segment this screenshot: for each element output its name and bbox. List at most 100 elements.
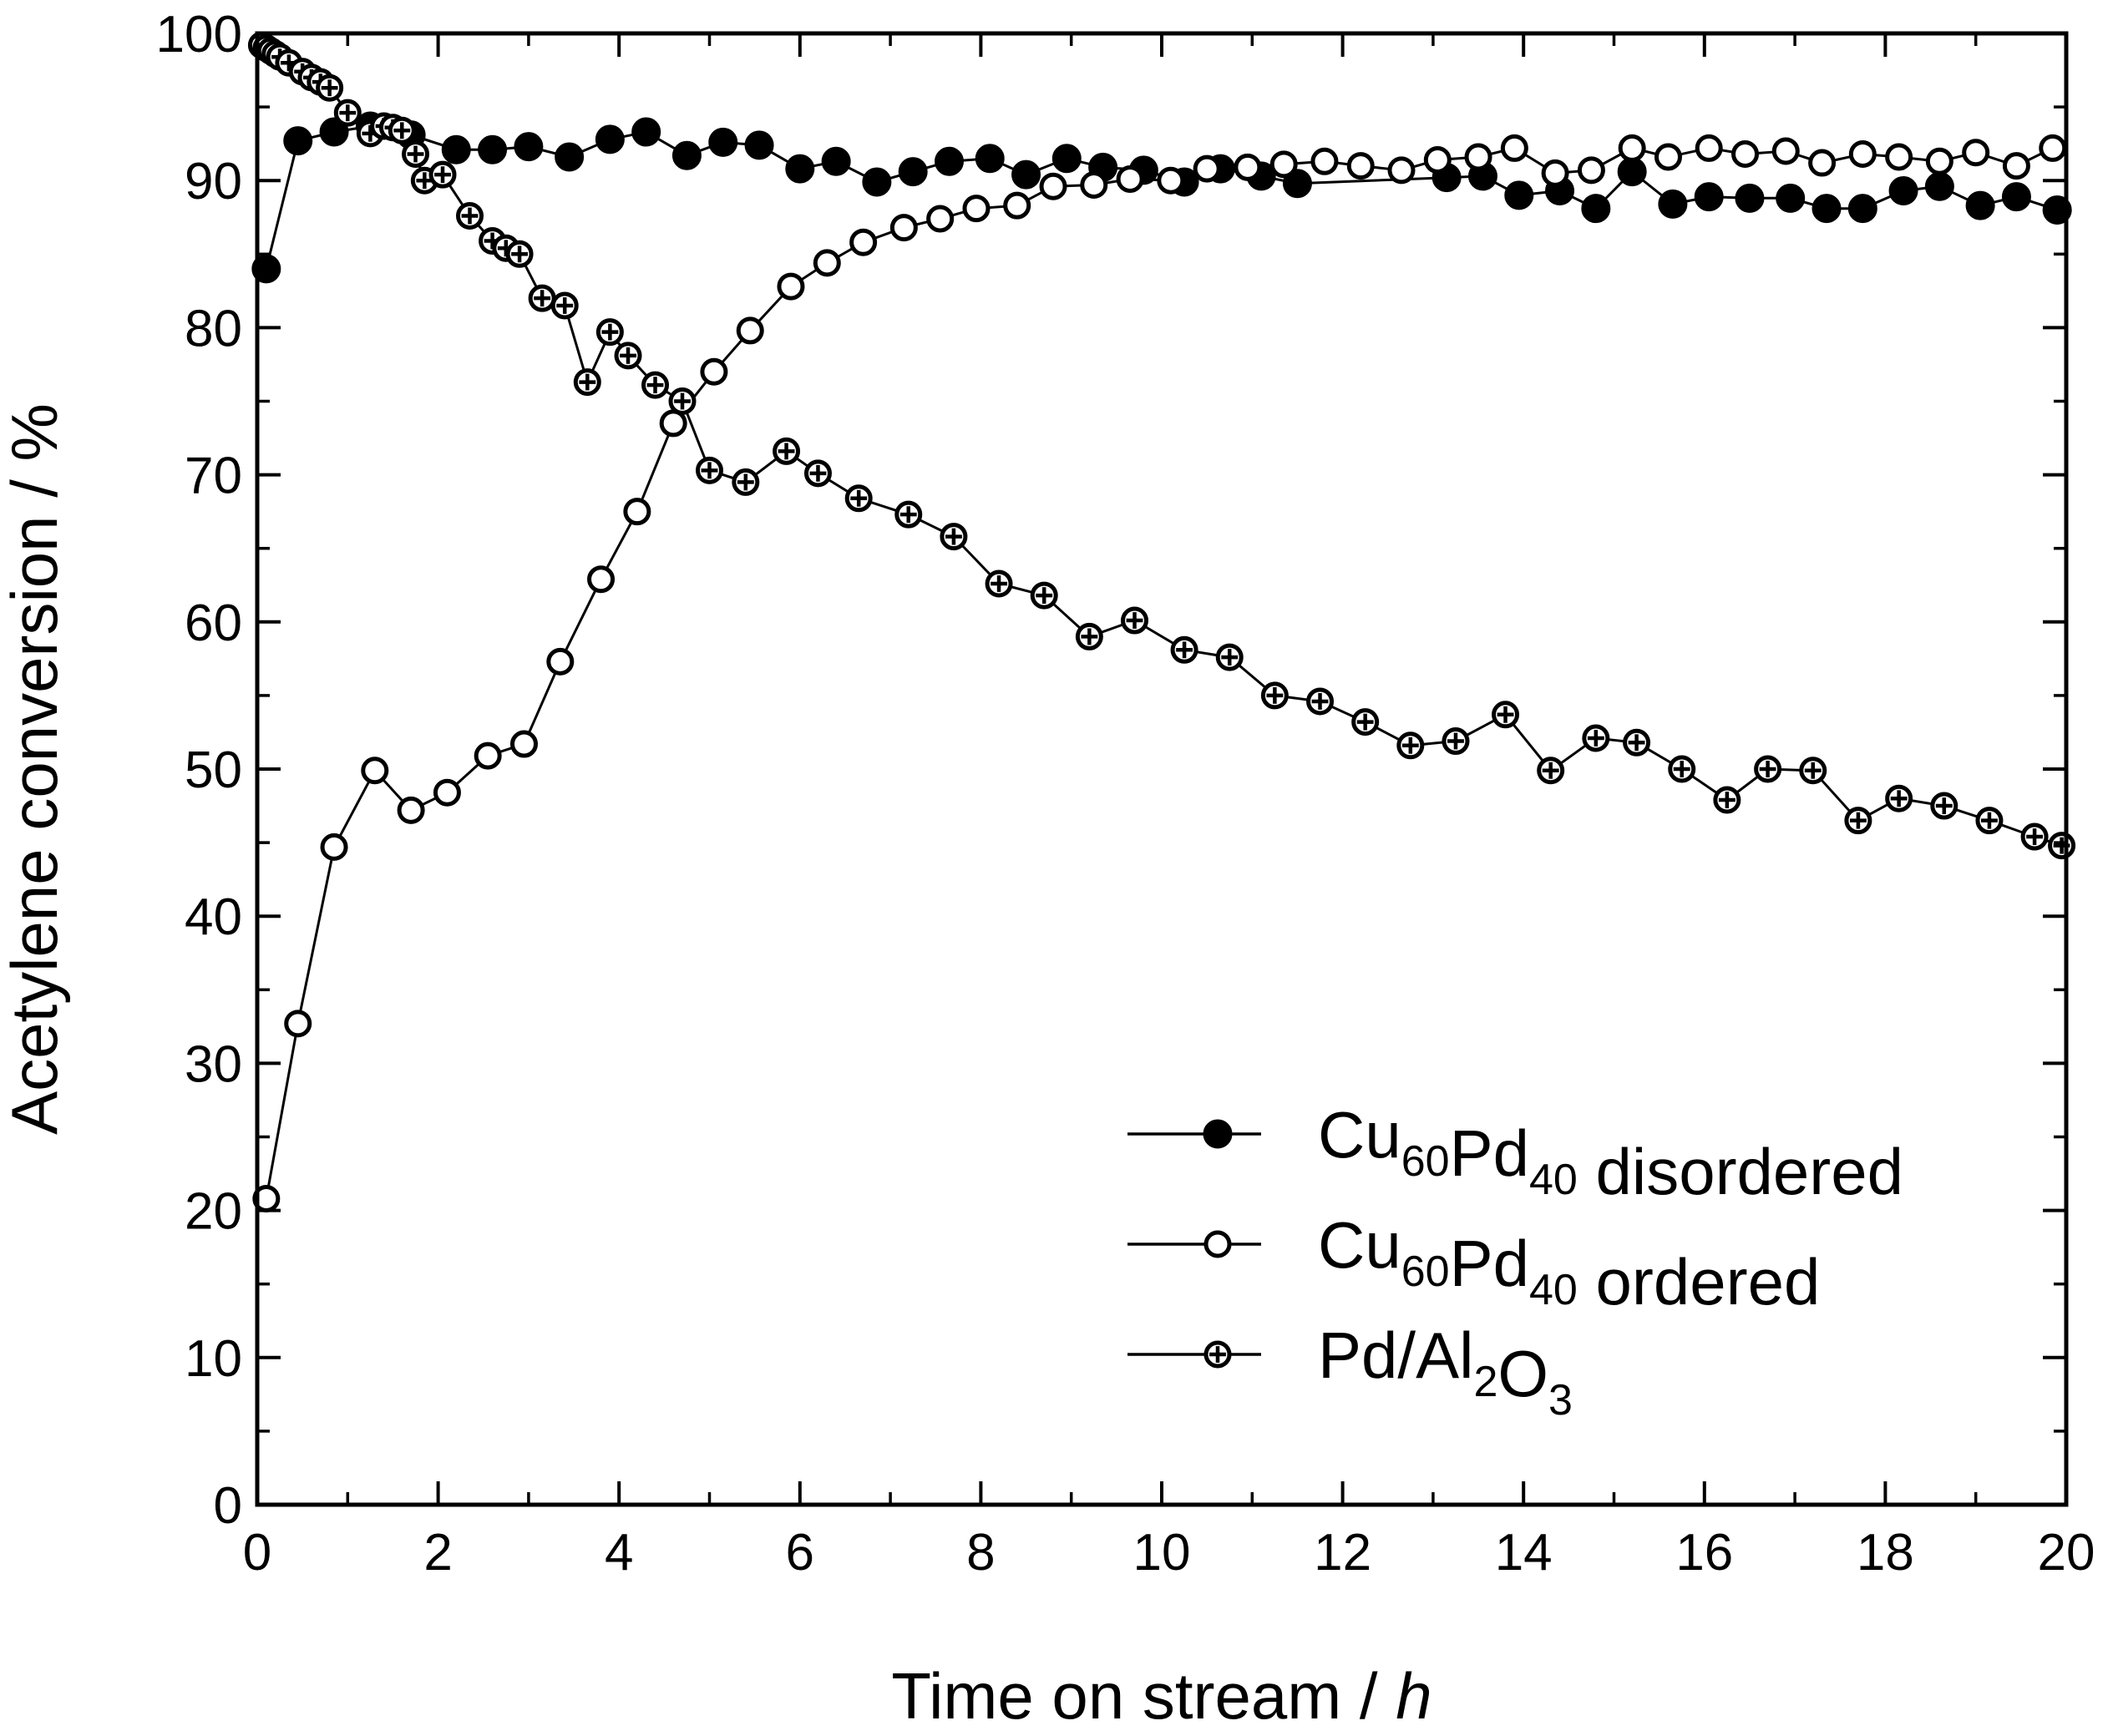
x-tick-label: 8 xyxy=(966,1524,995,1582)
legend-subscript: 40 xyxy=(1529,1156,1578,1204)
data-point xyxy=(803,459,832,488)
legend-text: disordered xyxy=(1578,1135,1903,1208)
data-point xyxy=(1731,139,1760,168)
data-point xyxy=(397,796,425,824)
legend-label: Cu60Pd40 disordered xyxy=(1318,1098,1903,1208)
data-point xyxy=(1387,156,1416,185)
data-point xyxy=(1039,172,1067,200)
data-point xyxy=(1577,156,1605,185)
data-point xyxy=(1500,134,1528,162)
legend-item-ordered: Cu60Pd40 ordered xyxy=(1127,1208,1820,1318)
data-point xyxy=(1121,606,1149,635)
data-point xyxy=(1754,755,1782,783)
legend-text: Pd xyxy=(1450,1227,1529,1300)
data-point xyxy=(1051,144,1082,174)
data-point xyxy=(1654,143,1682,171)
data-point xyxy=(773,437,801,465)
data-point xyxy=(573,368,601,397)
x-tick-label: 4 xyxy=(605,1524,633,1582)
data-point xyxy=(2002,152,2030,180)
data-point xyxy=(1888,176,1918,206)
data-point xyxy=(2048,832,2076,860)
x-tick-label: 14 xyxy=(1495,1524,1553,1582)
data-point xyxy=(1658,189,1688,219)
data-point xyxy=(1193,154,1221,183)
data-point xyxy=(505,240,534,268)
data-point xyxy=(1504,180,1534,210)
data-point xyxy=(388,116,416,144)
data-point xyxy=(1799,757,1827,785)
data-point xyxy=(659,409,687,438)
x-tick-label: 18 xyxy=(1857,1524,1914,1582)
legend-item-disordered: Cu60Pd40 disordered xyxy=(1127,1098,1903,1208)
legend-text: O xyxy=(1497,1337,1548,1410)
data-point xyxy=(777,272,805,301)
y-tick-label: 20 xyxy=(185,1183,242,1241)
data-point xyxy=(587,565,616,594)
data-point xyxy=(1668,755,1696,783)
data-point xyxy=(1423,146,1452,175)
x-tick-label: 0 xyxy=(243,1524,271,1582)
y-tick-label: 90 xyxy=(185,153,242,210)
legend-marker xyxy=(1203,1230,1232,1258)
y-tick-label: 70 xyxy=(185,448,242,505)
data-point xyxy=(595,318,624,347)
data-point xyxy=(631,117,661,147)
data-point xyxy=(1713,786,1741,814)
data-point xyxy=(926,205,955,233)
data-point xyxy=(1965,190,1995,220)
data-point xyxy=(1234,153,1262,181)
legend-item-pd-al2o3: Pd/Al2O3 xyxy=(1127,1318,1573,1425)
data-point xyxy=(428,160,457,189)
data-point xyxy=(319,117,349,147)
y-tick-label: 40 xyxy=(185,888,242,946)
legend-text: Cu xyxy=(1318,1208,1401,1282)
data-point xyxy=(671,140,702,170)
data-point xyxy=(1618,134,1646,162)
x-tick-label: 2 xyxy=(423,1524,452,1582)
data-point xyxy=(1215,643,1244,671)
y-tick-label: 80 xyxy=(185,300,242,357)
data-point xyxy=(1885,784,1913,812)
data-point xyxy=(1310,147,1339,175)
data-point xyxy=(402,139,430,168)
data-point xyxy=(1346,152,1375,180)
data-point xyxy=(474,741,502,770)
data-point xyxy=(441,134,471,164)
x-axis-title: Time on stream / h xyxy=(891,1659,1431,1733)
data-point xyxy=(844,484,873,513)
data-point xyxy=(1844,807,1872,835)
x-tick-label: 20 xyxy=(2038,1524,2095,1582)
data-point xyxy=(1694,182,1724,212)
data-point xyxy=(1030,581,1058,610)
legend-text: Cu xyxy=(1318,1098,1401,1172)
data-point xyxy=(889,214,918,242)
data-point xyxy=(975,144,1005,174)
data-point xyxy=(623,498,651,526)
data-point xyxy=(1847,194,1877,224)
x-tick-label: 6 xyxy=(786,1524,814,1582)
data-point xyxy=(2042,195,2072,225)
data-point xyxy=(284,1010,312,1038)
data-point xyxy=(514,132,544,162)
y-tick-label: 100 xyxy=(156,6,242,63)
data-point xyxy=(595,124,625,154)
legend-text: Pd xyxy=(1450,1116,1529,1190)
x-tick-label: 10 xyxy=(1133,1524,1191,1582)
data-point xyxy=(1771,137,1800,165)
data-point xyxy=(1351,708,1380,736)
data-point xyxy=(1492,701,1520,729)
data-point xyxy=(1464,143,1492,171)
legend-subscript: 60 xyxy=(1401,1248,1450,1296)
data-point xyxy=(1537,757,1565,785)
x-axis-title-text: Time on stream / xyxy=(891,1659,1396,1733)
data-point xyxy=(732,468,760,496)
data-point xyxy=(1581,194,1611,224)
data-point xyxy=(898,157,928,187)
data-point xyxy=(1808,149,1837,177)
data-point xyxy=(668,387,697,415)
data-point xyxy=(744,130,774,160)
data-point xyxy=(555,142,585,172)
data-point xyxy=(700,357,728,386)
